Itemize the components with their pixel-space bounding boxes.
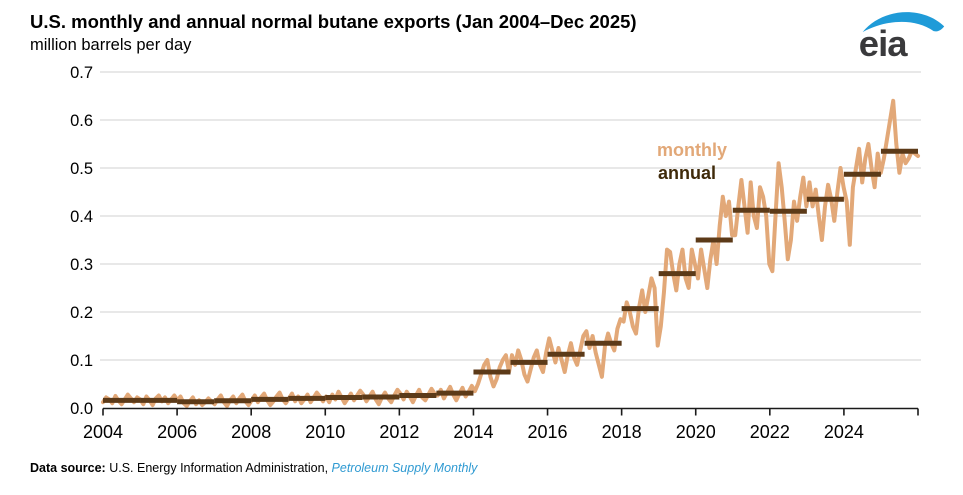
legend-monthly-label: monthly: [657, 140, 727, 160]
y-tick-label: 0.4: [70, 208, 93, 226]
x-tick-label: 2008: [231, 422, 271, 442]
x-tick-label: 2022: [750, 422, 790, 442]
x-tick-label: 2010: [305, 422, 345, 442]
eia-logo-text: eia: [859, 23, 908, 64]
legend-annual-label: annual: [658, 163, 717, 183]
y-tick-label: 0.2: [70, 304, 93, 322]
chart-subtitle: million barrels per day: [30, 36, 192, 54]
x-tick-label: 2020: [676, 422, 716, 442]
y-tick-label: 0.6: [70, 112, 93, 130]
eia-logo: eia: [853, 6, 949, 64]
y-tick-label: 0.3: [70, 256, 93, 274]
eia-swoosh-icon: [862, 12, 945, 33]
data-source-note: Data source: U.S. Energy Information Adm…: [30, 461, 477, 475]
x-tick-label: 2024: [824, 422, 864, 442]
y-tick-label: 0.0: [70, 400, 93, 418]
data-source-text: U.S. Energy Information Administration,: [105, 461, 332, 475]
x-tick-label: 2006: [157, 422, 197, 442]
y-tick-label: 0.5: [70, 160, 93, 178]
x-tick-label: 2016: [528, 422, 568, 442]
eia-logo-graphic: eia: [859, 12, 945, 64]
petroleum-supply-monthly-link[interactable]: Petroleum Supply Monthly: [331, 461, 478, 475]
data-source-label: Data source:: [30, 461, 106, 475]
x-tick-label: 2004: [83, 422, 123, 442]
x-tick-label: 2014: [453, 422, 493, 442]
x-tick-label: 2012: [379, 422, 419, 442]
y-tick-label: 0.1: [70, 352, 93, 370]
x-tick-label: 2018: [602, 422, 642, 442]
chart-title: U.S. monthly and annual normal butane ex…: [30, 11, 637, 32]
y-tick-label: 0.7: [70, 64, 93, 82]
